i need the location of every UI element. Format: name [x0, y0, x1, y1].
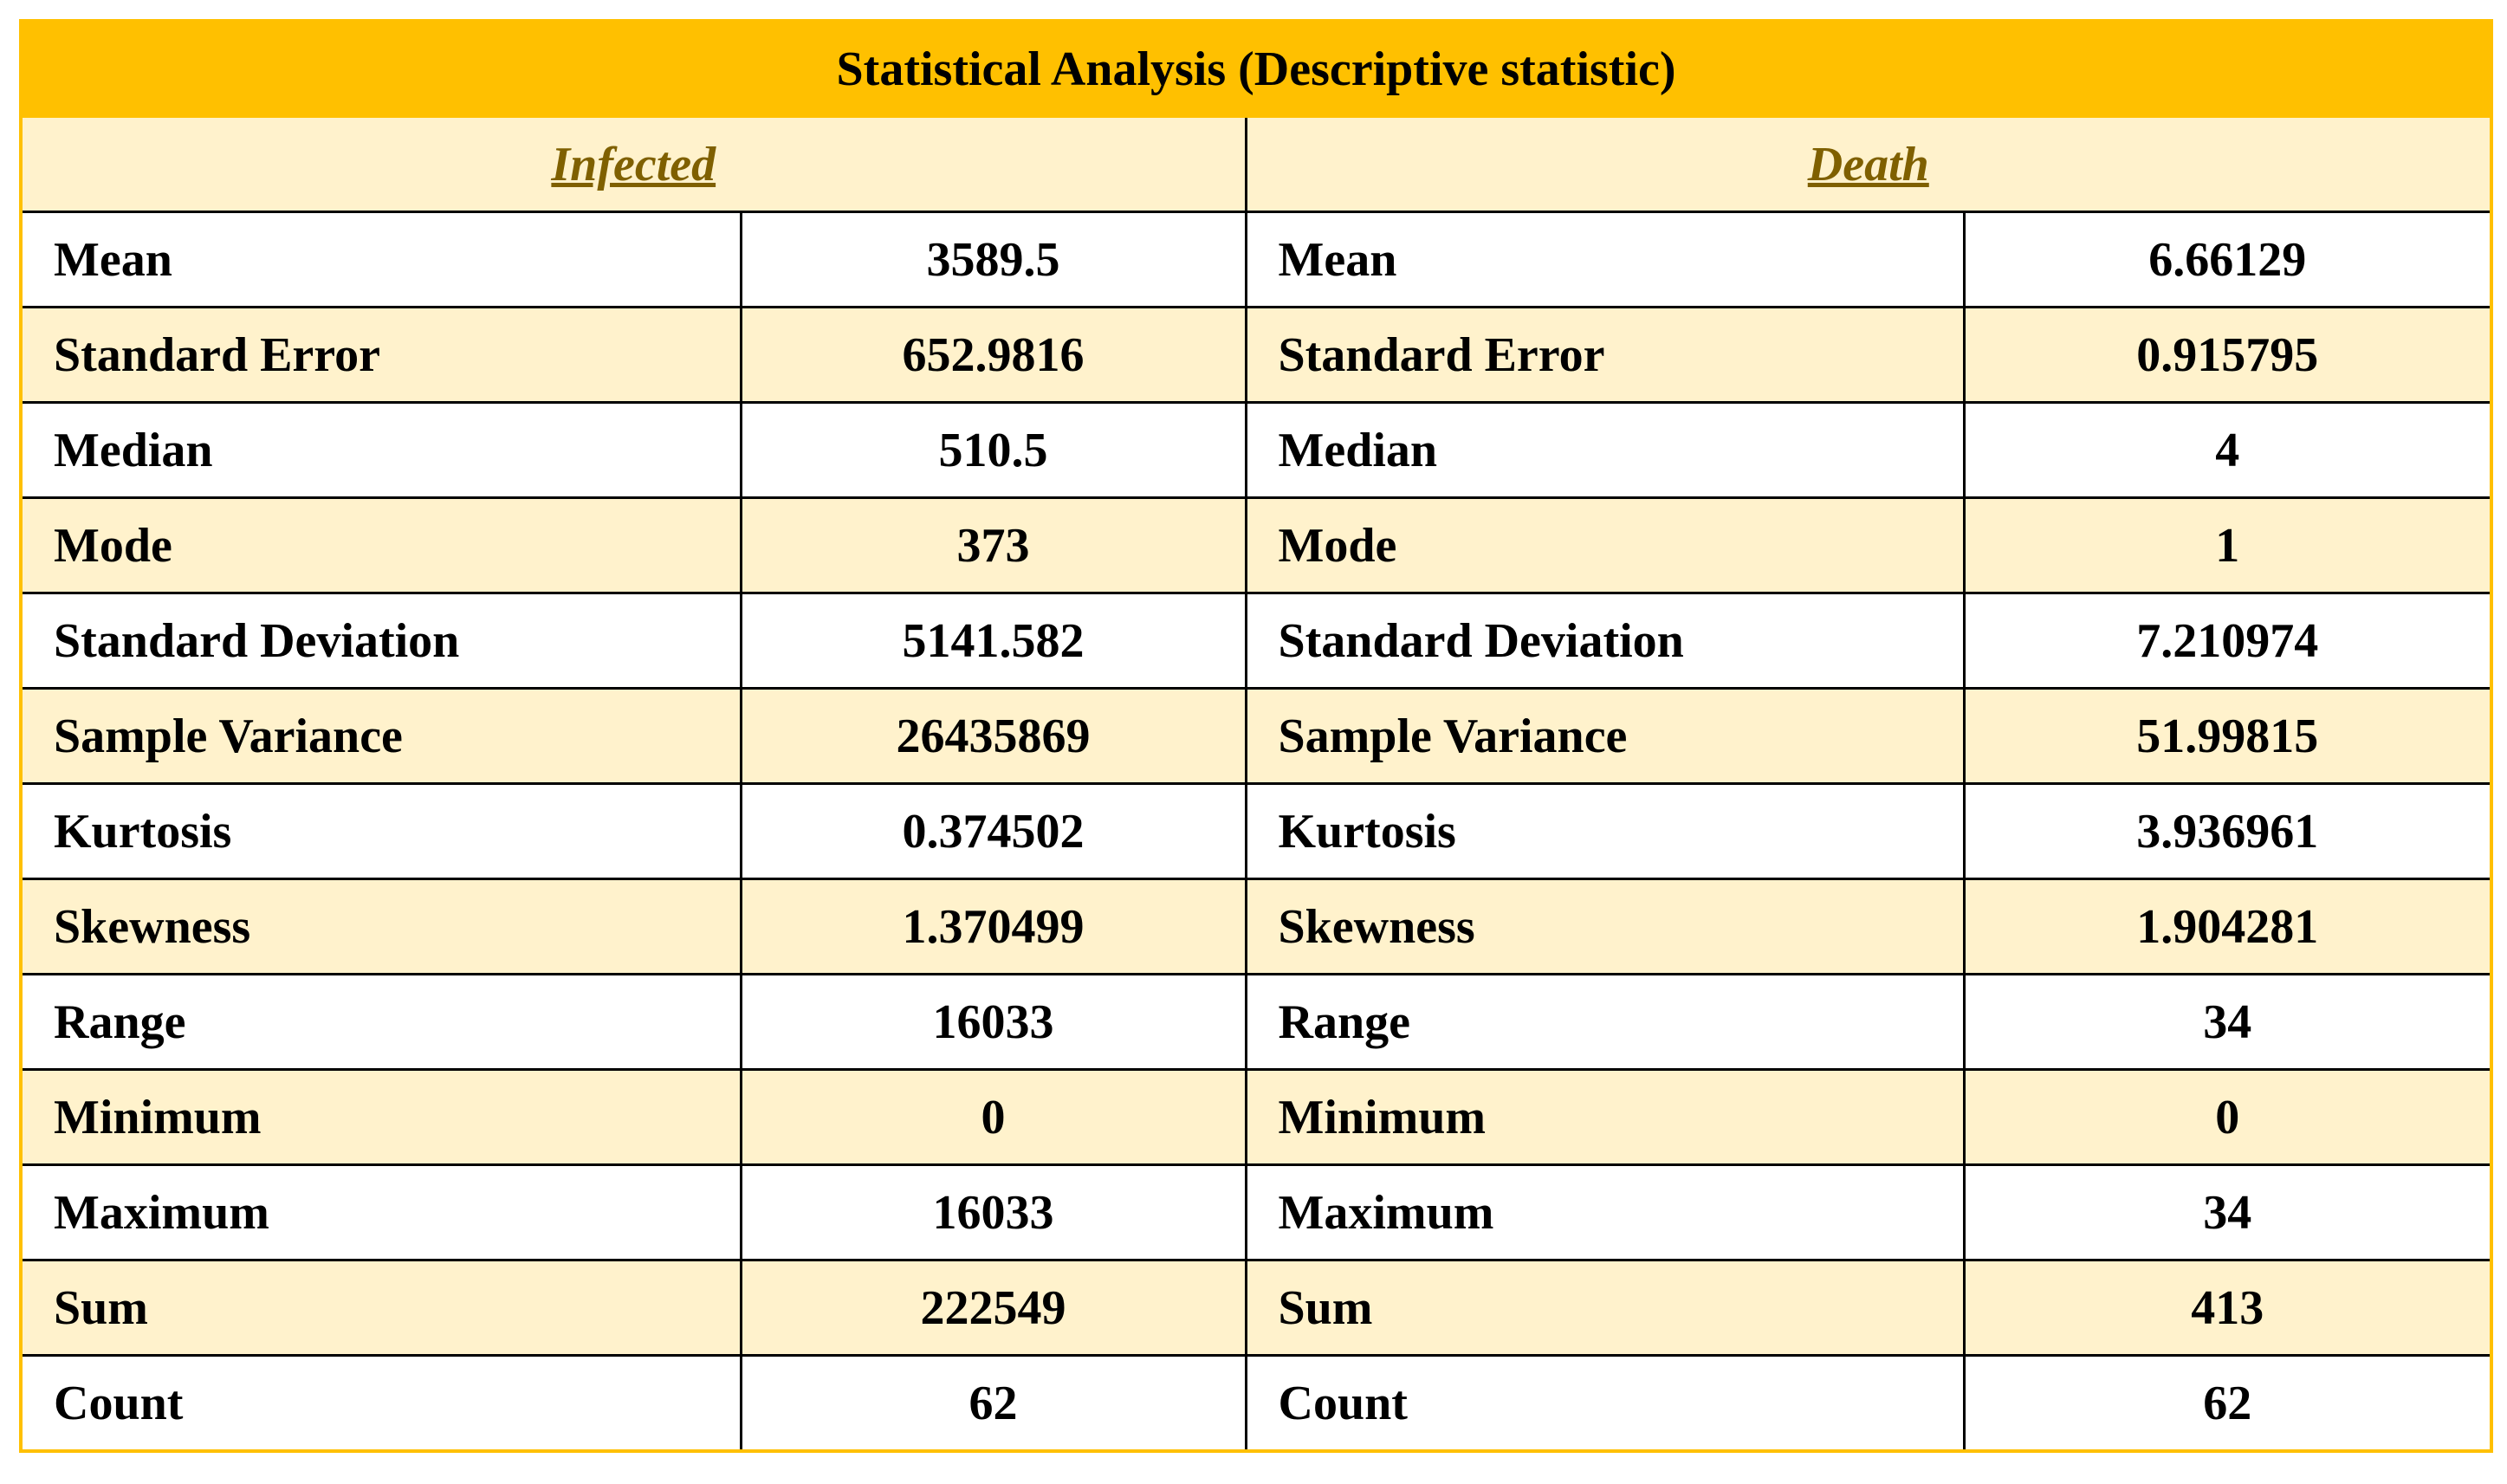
stat-label: Minimum	[19, 1068, 742, 1166]
stat-value: 16033	[739, 1163, 1247, 1261]
stat-row: Range 16033 Range 34	[19, 973, 2493, 1071]
stat-value: 26435869	[739, 687, 1247, 785]
stat-label: Standard Deviation	[19, 592, 742, 690]
stat-value: 3589.5	[739, 211, 1247, 308]
stat-value: 413	[1962, 1259, 2493, 1357]
stat-value: 62	[739, 1354, 1247, 1453]
stat-row: Sum 222549 Sum 413	[19, 1259, 2493, 1357]
stat-value: 0.374502	[739, 782, 1247, 880]
stat-row: Maximum 16033 Maximum 34	[19, 1163, 2493, 1261]
stat-label: Maximum	[1244, 1163, 1966, 1261]
stat-label: Count	[19, 1354, 742, 1453]
stat-label: Mode	[19, 496, 742, 594]
stat-label: Standard Deviation	[1244, 592, 1966, 690]
stat-value: 5141.582	[739, 592, 1247, 690]
stat-label: Standard Error	[1244, 306, 1966, 404]
stat-row: Mode 373 Mode 1	[19, 496, 2493, 594]
stat-row: Skewness 1.370499 Skewness 1.904281	[19, 878, 2493, 975]
stat-label: Count	[1244, 1354, 1966, 1453]
stat-value: 222549	[739, 1259, 1247, 1357]
stat-label: Mean	[1244, 211, 1966, 308]
stat-label: Skewness	[1244, 878, 1966, 975]
stat-label: Median	[19, 401, 742, 499]
stat-value: 6.66129	[1962, 211, 2493, 308]
stat-value: 1	[1962, 496, 2493, 594]
stat-value: 1.904281	[1962, 878, 2493, 975]
stat-label: Median	[1244, 401, 1966, 499]
stat-value: 510.5	[739, 401, 1247, 499]
stat-label: Mode	[1244, 496, 1966, 594]
stat-row: Mean 3589.5 Mean 6.66129	[19, 211, 2493, 308]
stat-value: 34	[1962, 1163, 2493, 1261]
stat-label: Sum	[19, 1259, 742, 1357]
stat-value: 0	[739, 1068, 1247, 1166]
stat-row: Median 510.5 Median 4	[19, 401, 2493, 499]
stat-value: 7.210974	[1962, 592, 2493, 690]
stat-value: 3.936961	[1962, 782, 2493, 880]
stat-value: 0	[1962, 1068, 2493, 1166]
title-row: Statistical Analysis (Descriptive statis…	[19, 19, 2493, 118]
stats-table: Statistical Analysis (Descriptive statis…	[19, 19, 2494, 1453]
stat-label: Skewness	[19, 878, 742, 975]
stat-label: Sample Variance	[1244, 687, 1966, 785]
stat-label: Maximum	[19, 1163, 742, 1261]
stat-value: 16033	[739, 973, 1247, 1071]
stat-label: Kurtosis	[19, 782, 742, 880]
column-header: Death	[1244, 115, 2493, 213]
stat-row: Minimum 0 Minimum 0	[19, 1068, 2493, 1166]
stat-label: Sum	[1244, 1259, 1966, 1357]
stat-row: Standard Error 652.9816 Standard Error 0.91…	[19, 306, 2493, 404]
stat-value: 4	[1962, 401, 2493, 499]
stat-row: Kurtosis 0.374502 Kurtosis 3.936961	[19, 782, 2493, 880]
stat-label: Range	[19, 973, 742, 1071]
stat-label: Sample Variance	[19, 687, 742, 785]
stat-value: 0.915795	[1962, 306, 2493, 404]
stat-label: Kurtosis	[1244, 782, 1966, 880]
stat-value: 51.99815	[1962, 687, 2493, 785]
stat-label: Minimum	[1244, 1068, 1966, 1166]
header-row: Infected Death	[19, 115, 2493, 213]
stat-row: Standard Deviation 5141.582 Standard Devia…	[19, 592, 2493, 690]
stat-value: 373	[739, 496, 1247, 594]
table-title: Statistical Analysis (Descriptive statis…	[19, 19, 2493, 118]
stat-row: Sample Variance 26435869 Sample Variance 51…	[19, 687, 2493, 785]
stat-value: 652.9816	[739, 306, 1247, 404]
stat-value: 1.370499	[739, 878, 1247, 975]
stat-label: Mean	[19, 211, 742, 308]
column-header: Infected	[19, 115, 1247, 213]
stat-value: 34	[1962, 973, 2493, 1071]
stat-row: Count 62 Count 62	[19, 1354, 2493, 1453]
stat-value: 62	[1962, 1354, 2493, 1453]
stat-label: Standard Error	[19, 306, 742, 404]
stat-label: Range	[1244, 973, 1966, 1071]
